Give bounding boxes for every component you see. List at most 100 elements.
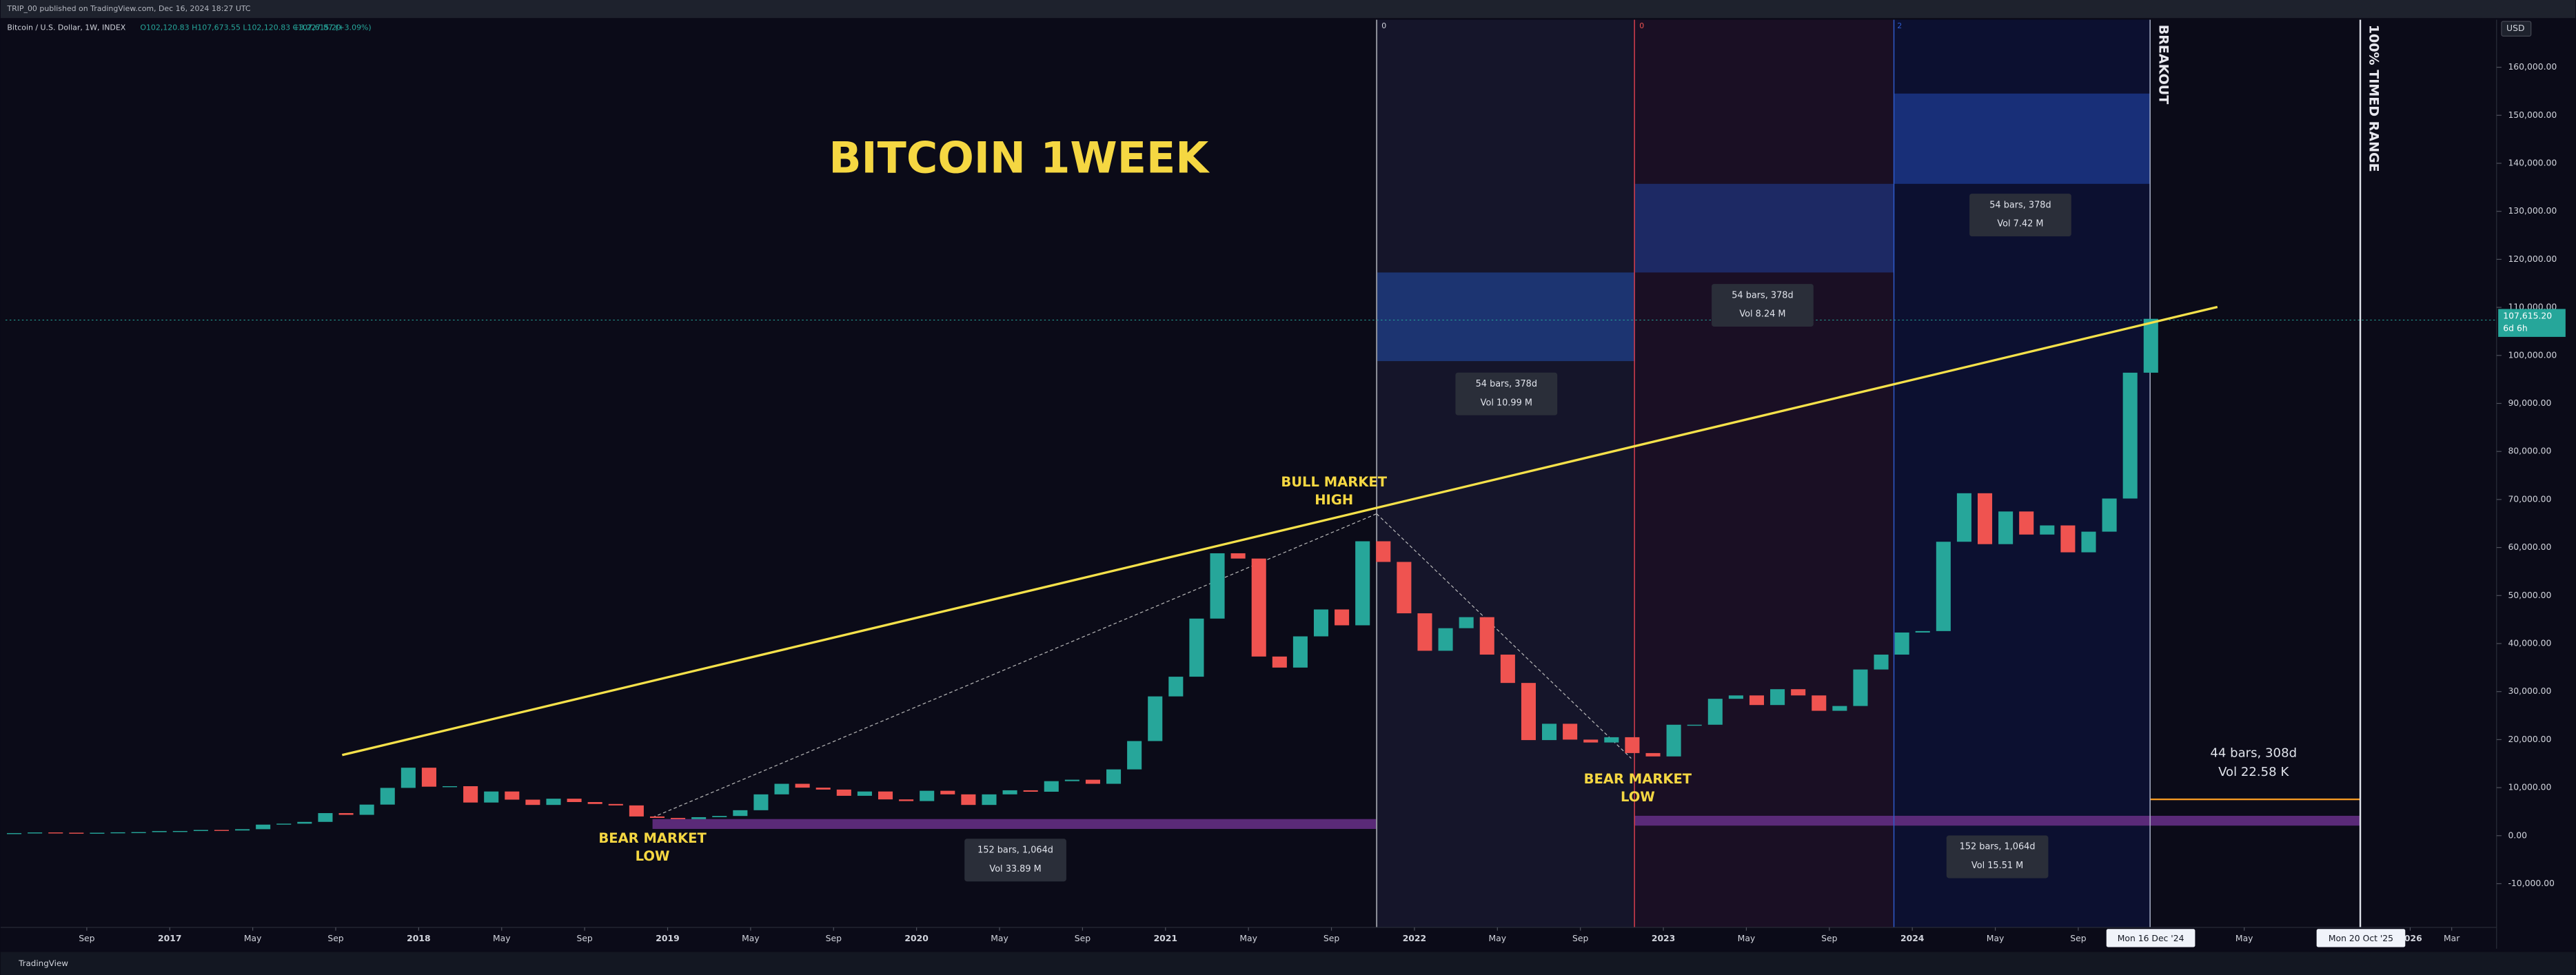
x-tick-label: Sep xyxy=(1324,934,1339,943)
candle xyxy=(1230,553,1246,559)
last-price-box xyxy=(2498,309,2566,337)
legend-ohlc: O102,120.83 H107,673.55 L102,120.83 C107… xyxy=(140,23,341,32)
candle xyxy=(1687,724,1702,726)
candle xyxy=(1251,558,1266,657)
range-shade xyxy=(1377,19,1635,927)
candle xyxy=(587,802,602,804)
range-label-box xyxy=(1946,835,2049,879)
candle xyxy=(1791,689,1806,696)
candle xyxy=(7,833,22,834)
candle xyxy=(940,790,955,794)
annotation: LOW xyxy=(636,848,670,864)
candle xyxy=(691,817,707,819)
candle xyxy=(28,832,43,834)
range-label: Vol 33.89 M xyxy=(989,864,1041,874)
x-tick-label: Sep xyxy=(1075,934,1091,943)
candle xyxy=(131,832,146,834)
candle xyxy=(608,803,623,805)
candle xyxy=(1500,655,1515,684)
candle xyxy=(110,832,125,834)
legend-symbol: Bitcoin / U.S. Dollar, 1W, INDEX xyxy=(7,23,125,32)
candle xyxy=(1313,609,1329,637)
candle xyxy=(1397,562,1412,614)
candle xyxy=(2143,318,2158,373)
range-label: 152 bars, 1,064d xyxy=(977,845,1053,855)
range-bar xyxy=(1634,815,2361,826)
x-tick-label: 2021 xyxy=(1154,934,1177,943)
candle xyxy=(1894,632,1909,655)
candle xyxy=(1438,628,1453,651)
candle xyxy=(1064,779,1079,781)
x-tick-label: Sep xyxy=(1572,934,1588,943)
dashed-line xyxy=(652,513,1377,818)
candle xyxy=(400,768,416,788)
x-tick-label: Sep xyxy=(327,934,343,943)
candle xyxy=(442,786,458,788)
x-tick-label: May xyxy=(742,934,760,943)
candle xyxy=(48,832,63,834)
candle xyxy=(733,810,748,817)
candle xyxy=(297,821,312,824)
range-label: 54 bars, 378d xyxy=(1476,379,1537,389)
y-tick-label: 120,000.00 xyxy=(2508,254,2557,264)
candle xyxy=(649,816,665,819)
candle xyxy=(359,804,374,815)
x-tick-label: 2018 xyxy=(407,934,430,943)
candle xyxy=(276,823,292,825)
footer-bar xyxy=(0,952,2576,975)
candle xyxy=(1106,769,1122,784)
candle xyxy=(1625,737,1640,753)
x-tick-label: 2017 xyxy=(158,934,181,943)
x-tick-label: May xyxy=(1738,934,1756,943)
candle xyxy=(2102,498,2117,532)
x-tick-label: May xyxy=(1239,934,1257,943)
y-tick-label: 0.00 xyxy=(2508,830,2527,840)
y-tick-label: 130,000.00 xyxy=(2508,206,2557,216)
candle xyxy=(774,783,789,794)
candle xyxy=(525,799,540,805)
y-tick-label: 160,000.00 xyxy=(2508,62,2557,72)
candle xyxy=(567,799,582,803)
candle xyxy=(1542,723,1557,741)
candle xyxy=(1604,737,1619,743)
dashed-line xyxy=(1376,513,1632,759)
candle xyxy=(712,816,727,817)
range-label: Vol 7.42 M xyxy=(1997,219,2043,229)
candle xyxy=(546,799,561,805)
candle xyxy=(1645,752,1661,757)
candle xyxy=(815,788,831,790)
cursor-date-box xyxy=(2316,929,2406,947)
y-tick-label: 70,000.00 xyxy=(2508,494,2551,504)
candle xyxy=(857,791,872,796)
x-tick-label: Sep xyxy=(1821,934,1837,943)
candle xyxy=(1853,669,1868,706)
range-id: 0 xyxy=(1381,21,1386,30)
candle xyxy=(1812,695,1827,711)
candle xyxy=(1563,723,1578,740)
candle xyxy=(920,790,935,801)
range-label: 44 bars, 308d xyxy=(2210,746,2297,760)
candle xyxy=(1417,613,1432,651)
chart-title: BITCOIN 1WEEK xyxy=(829,134,1210,183)
range-label: Vol 15.51 M xyxy=(1971,861,2023,871)
candle xyxy=(1749,695,1765,706)
candle xyxy=(1936,542,1951,631)
y-tick-label: 30,000.00 xyxy=(2508,686,2551,696)
x-tick-label: Sep xyxy=(2070,934,2086,943)
range-label: Vol 22.58 K xyxy=(2218,765,2289,779)
candle xyxy=(152,831,167,832)
candle xyxy=(1292,636,1308,668)
x-tick-label: Sep xyxy=(576,934,592,943)
candle xyxy=(1583,739,1599,743)
x-tick-label: May xyxy=(493,934,511,943)
annotation: BEAR MARKET xyxy=(598,830,707,846)
x-tick-label: May xyxy=(2235,934,2253,943)
x-tick-label: 2020 xyxy=(904,934,929,943)
candle xyxy=(836,789,851,796)
candle xyxy=(1479,617,1494,655)
candle xyxy=(1770,689,1785,706)
cursor-date-box xyxy=(2106,929,2195,947)
candle xyxy=(463,786,478,803)
candle xyxy=(1210,553,1225,619)
